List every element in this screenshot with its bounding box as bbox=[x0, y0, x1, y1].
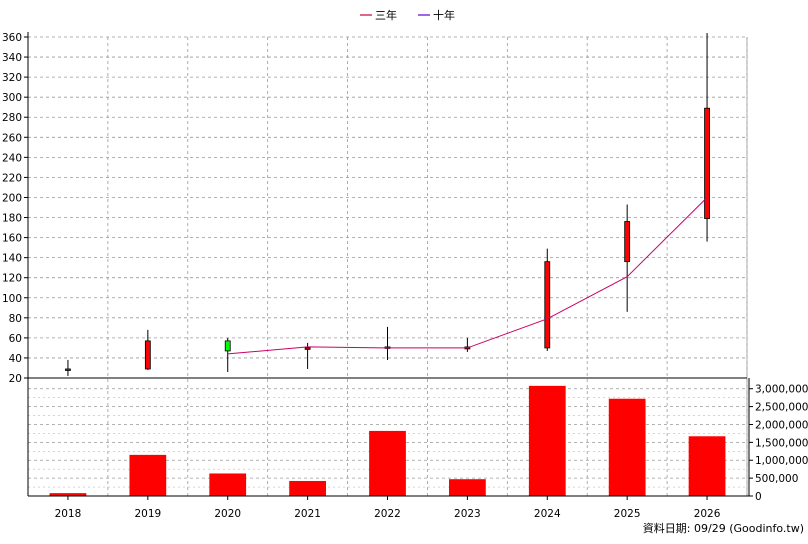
price-tick-label: 60 bbox=[9, 333, 22, 345]
candle-body-2026 bbox=[704, 107, 710, 219]
x-tick-label-2023: 2023 bbox=[454, 508, 481, 520]
price-tick-label: 360 bbox=[2, 32, 22, 44]
candle-body-2025 bbox=[624, 221, 631, 263]
x-tick-label-2026: 2026 bbox=[694, 508, 721, 520]
price-tick-label: 80 bbox=[9, 313, 22, 325]
x-tick-label-2020: 2020 bbox=[214, 508, 241, 520]
volume-axis: 0 500,000 1,000,000 1,500,000 2,000,000 2,500… bbox=[748, 378, 808, 503]
volume-tick-label: 1,500,000 bbox=[755, 437, 808, 449]
volume-tick-label: 1,000,000 bbox=[755, 455, 808, 467]
price-tick-label: 300 bbox=[2, 92, 22, 104]
volume-bar-2018 bbox=[49, 493, 87, 496]
candle-body-2018 bbox=[65, 368, 71, 371]
volume-bars bbox=[49, 385, 726, 496]
price-tick-label: 100 bbox=[2, 293, 22, 305]
volume-bar-2022 bbox=[369, 430, 406, 496]
moving-average-lines bbox=[227, 197, 708, 355]
legend-label-0: 三年 bbox=[375, 8, 397, 22]
volume-bar-2023 bbox=[449, 479, 486, 496]
price-tick-label: 180 bbox=[2, 213, 22, 225]
volume-bar-2019 bbox=[129, 454, 167, 496]
price-tick-label: 40 bbox=[9, 353, 22, 365]
volume-tick-label: 500,000 bbox=[755, 473, 798, 485]
price-tick-label: 160 bbox=[2, 233, 22, 245]
price-tick-label: 120 bbox=[2, 273, 22, 285]
price-tick-label: 260 bbox=[2, 132, 22, 144]
x-tick-label-2019: 2019 bbox=[134, 508, 161, 520]
candle-body-2020 bbox=[224, 340, 231, 352]
candle-2026 bbox=[704, 32, 710, 242]
candle-body-2024 bbox=[544, 261, 551, 349]
x-tick-label-2024: 2024 bbox=[534, 508, 561, 520]
price-tick-label: 320 bbox=[2, 72, 22, 84]
volume-bar-2025 bbox=[608, 398, 646, 496]
x-axis: 2018 2019 2020 2021 2022 2023 2024 2025 2026 bbox=[28, 495, 749, 520]
price-tick-label: 200 bbox=[2, 192, 22, 204]
ma-line-0 bbox=[227, 197, 708, 355]
candle-2020 bbox=[224, 337, 231, 372]
legend-label-1: 十年 bbox=[433, 8, 455, 22]
price-tick-label: 20 bbox=[9, 373, 22, 385]
candle-2019 bbox=[144, 329, 151, 370]
candle-body-2021 bbox=[304, 347, 311, 350]
candle-2025 bbox=[624, 204, 631, 312]
volume-bar-2021 bbox=[289, 480, 326, 496]
volume-bar-2024 bbox=[528, 385, 566, 496]
volume-tick-label: 0 bbox=[755, 491, 762, 503]
x-tick-label-2025: 2025 bbox=[614, 508, 641, 520]
source-footer: 資料日期: 09/29 (Goodinfo.tw) bbox=[643, 521, 804, 535]
x-tick-label-2022: 2022 bbox=[374, 508, 401, 520]
candlesticks bbox=[65, 32, 710, 376]
price-axis: 20 40 60 80 100 120 140 160 180 200 220 240 260 280 30… bbox=[2, 32, 747, 496]
volume-bar-2020 bbox=[209, 473, 247, 496]
candle-body-2019 bbox=[144, 340, 151, 370]
candle-2023 bbox=[464, 337, 471, 352]
price-tick-label: 340 bbox=[2, 52, 22, 64]
candle-2022 bbox=[384, 326, 391, 360]
candle-2024 bbox=[544, 248, 551, 351]
legend: 三年 十年 bbox=[360, 8, 455, 22]
price-tick-label: 220 bbox=[2, 172, 22, 184]
x-tick-label-2021: 2021 bbox=[294, 508, 321, 520]
price-tick-label: 280 bbox=[2, 112, 22, 124]
price-tick-label: 240 bbox=[2, 152, 22, 164]
volume-tick-label: 2,000,000 bbox=[755, 419, 808, 431]
volume-tick-label: 3,000,000 bbox=[755, 384, 808, 396]
candle-2018 bbox=[65, 359, 71, 376]
price-tick-label: 140 bbox=[2, 253, 22, 265]
volume-tick-label: 2,500,000 bbox=[755, 402, 808, 414]
volume-bar-2026 bbox=[688, 436, 726, 496]
x-tick-label-2018: 2018 bbox=[55, 508, 82, 520]
